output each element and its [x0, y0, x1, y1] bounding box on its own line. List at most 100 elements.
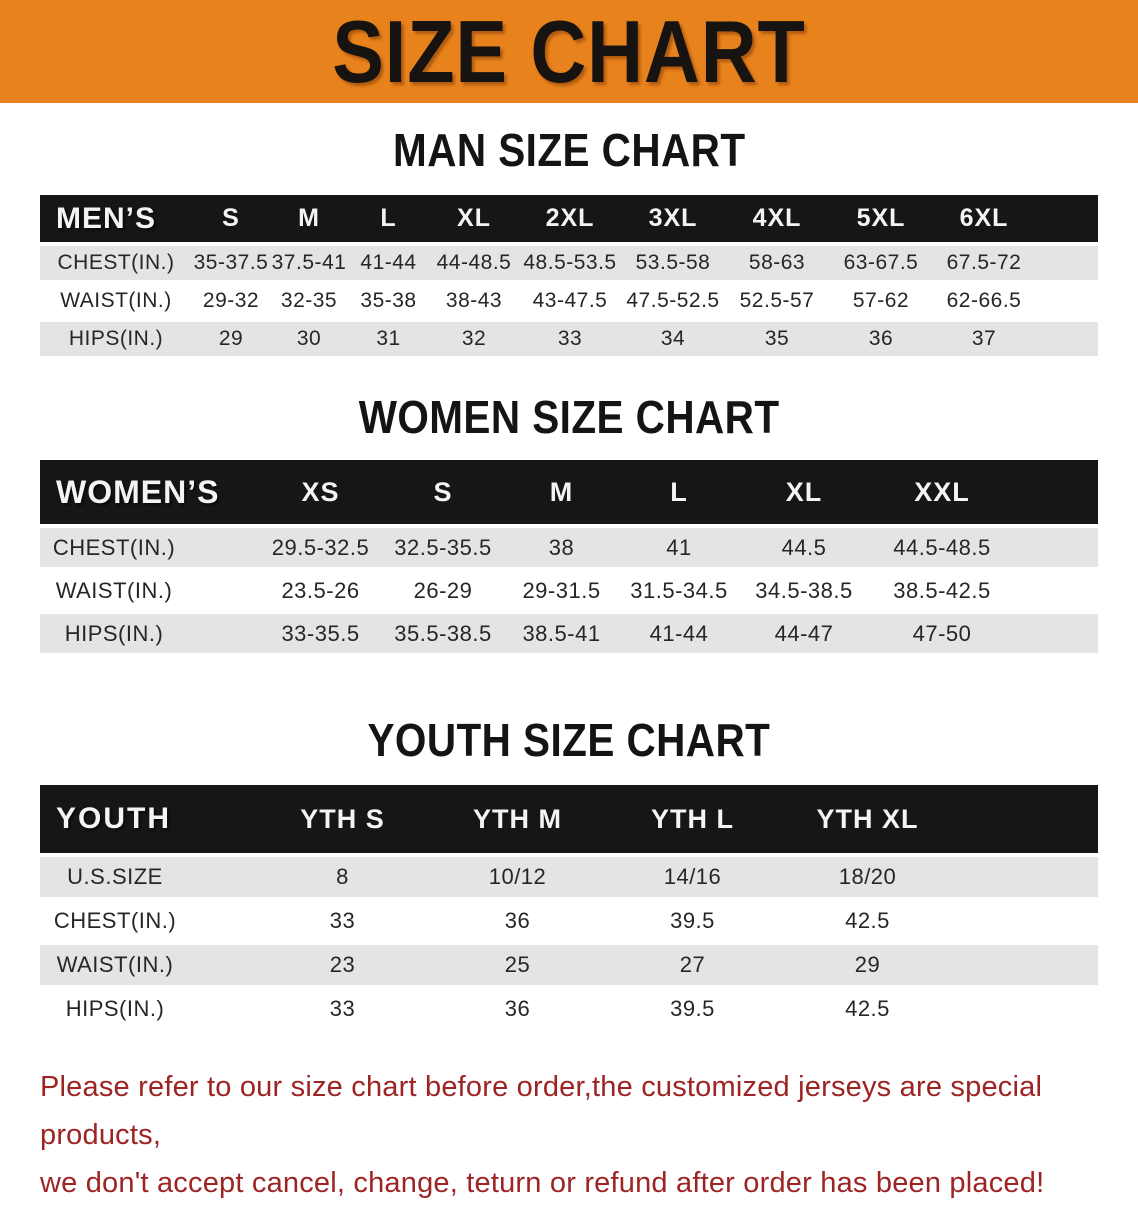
size-column-header: S [222, 204, 240, 232]
size-value-cell: 34.5-38.5 [755, 577, 853, 603]
table-header-row: WOMEN’S XS S M L XL XXL [40, 460, 1098, 524]
measurement-row: WAIST(IN.) 23.5-26 26-29 29-31.5 31.5-34.5 34… [40, 571, 1098, 610]
spacer-cell [1014, 571, 1098, 610]
size-value-cell: 35 [764, 327, 790, 350]
size-column-header: 3XL [648, 204, 698, 232]
size-value-cell: 23.5-26 [281, 577, 360, 603]
size-value-cell: 47-50 [912, 620, 972, 646]
youth-section-heading: YOUTH SIZE CHART [0, 715, 1138, 765]
size-value-cell: 39.5 [670, 996, 715, 1021]
spacer-cell [1014, 460, 1098, 524]
measurement-row: HIPS(IN.) 33-35.5 35.5-38.5 38.5-41 41-44 44-… [40, 614, 1098, 653]
size-value-cell: 57-62 [852, 289, 910, 312]
spacer-cell [190, 945, 255, 985]
measurement-row: WAIST(IN.) 29-32 32-35 35-38 38-43 43-47.5 47.… [40, 284, 1098, 318]
size-value-cell: 37 [971, 327, 997, 350]
size-value-cell: 44.5-48.5 [893, 534, 991, 560]
measurement-row-label: WAIST(IN.) [60, 289, 172, 312]
size-column-header: 5XL [856, 204, 906, 232]
size-value-cell: 48.5-53.5 [523, 251, 617, 274]
men-section-heading-text: MAN SIZE CHART [392, 124, 746, 176]
footer-disclaimer: Please refer to our size chart before or… [40, 1063, 1118, 1207]
measurement-row-label: HIPS(IN.) [65, 996, 165, 1021]
size-chart-banner: SIZE CHART [0, 0, 1138, 103]
size-column-header: XS [301, 476, 340, 507]
spacer-cell [955, 901, 1098, 941]
measurement-row: U.S.SIZE 8 10/12 14/16 18/20 [40, 857, 1098, 897]
measurement-row: CHEST(IN.) 35-37.5 37.5-41 41-44 44-48.5 48.5… [40, 246, 1098, 280]
size-value-cell: 44.5 [781, 534, 827, 560]
men-section-heading: MAN SIZE CHART [0, 125, 1138, 175]
spacer-cell [190, 901, 255, 941]
size-value-cell: 36 [504, 996, 531, 1021]
size-value-cell: 37.5-41 [271, 251, 347, 274]
measurement-row: HIPS(IN.) 33 36 39.5 42.5 [40, 989, 1098, 1029]
measurement-row-label: CHEST(IN.) [57, 251, 175, 274]
spacer-cell [955, 945, 1098, 985]
size-column-header: 4XL [752, 204, 802, 232]
size-column-header: M [298, 204, 320, 232]
size-value-cell: 42.5 [845, 908, 890, 933]
size-value-cell: 36 [504, 908, 531, 933]
size-value-cell: 38.5-41 [522, 620, 601, 646]
size-value-cell: 26-29 [413, 577, 473, 603]
spacer-cell [190, 989, 255, 1029]
size-value-cell: 52.5-57 [739, 289, 815, 312]
size-value-cell: 32-35 [280, 289, 338, 312]
size-value-cell: 35.5-38.5 [394, 620, 492, 646]
size-value-cell: 39.5 [670, 908, 715, 933]
size-value-cell: 29.5-32.5 [271, 534, 370, 560]
women-size-table: WOMEN’S XS S M L XL XXL CHEST(IN.) 29.5-32.5 32.… [40, 456, 1098, 657]
measurement-row-label: CHEST(IN.) [52, 534, 176, 560]
size-value-cell: 62-66.5 [946, 289, 1022, 312]
size-column-header: 6XL [959, 204, 1009, 232]
size-value-cell: 14/16 [663, 864, 722, 889]
size-value-cell: 38 [548, 534, 575, 560]
size-value-cell: 58-63 [748, 251, 806, 274]
spacer-cell [1014, 614, 1098, 653]
size-value-cell: 27 [679, 952, 706, 977]
size-value-cell: 41-44 [360, 251, 417, 274]
size-value-cell: 33 [329, 908, 356, 933]
size-value-cell: 32.5-35.5 [394, 534, 492, 560]
size-value-cell: 31 [376, 327, 401, 350]
size-value-cell: 35-38 [360, 289, 417, 312]
measurement-row: CHEST(IN.) 29.5-32.5 32.5-35.5 38 41 44.5 44.5… [40, 528, 1098, 567]
size-column-header: 2XL [545, 204, 595, 232]
youth-size-table: YOUTH YTH S YTH M YTH L YTH XL U.S.SIZE 8 10/1… [40, 781, 1098, 1033]
table-header-row: YOUTH YTH S YTH M YTH L YTH XL [40, 785, 1098, 853]
size-value-cell: 10/12 [488, 864, 547, 889]
size-value-cell: 41-44 [649, 620, 709, 646]
size-value-cell: 47.5-52.5 [626, 289, 720, 312]
women-section-heading: WOMEN SIZE CHART [0, 392, 1138, 442]
measurement-row-label: HIPS(IN.) [68, 327, 164, 350]
table-group-label: YOUTH [56, 802, 171, 835]
size-value-cell: 63-67.5 [843, 251, 919, 274]
footer-disclaimer-line1: Please refer to our size chart before or… [40, 1071, 1043, 1151]
size-value-cell: 33 [329, 996, 356, 1021]
size-value-cell: 67.5-72 [946, 251, 1022, 274]
size-value-cell: 36 [868, 327, 894, 350]
size-value-cell: 25 [504, 952, 531, 977]
banner-title: SIZE CHART [332, 2, 806, 101]
size-value-cell: 31.5-34.5 [630, 577, 728, 603]
spacer-cell [955, 857, 1098, 897]
size-column-header: YTH S [300, 803, 385, 834]
size-value-cell: 33 [557, 327, 583, 350]
size-value-cell: 44-47 [774, 620, 834, 646]
measurement-row-label: WAIST(IN.) [55, 577, 173, 603]
spacer-cell [1014, 528, 1098, 567]
table-group-label: WOMEN’S [56, 473, 220, 510]
size-column-header: L [670, 476, 688, 507]
measurement-row: CHEST(IN.) 33 36 39.5 42.5 [40, 901, 1098, 941]
size-value-cell: 34 [660, 327, 686, 350]
size-column-header: XXL [914, 476, 970, 507]
size-value-cell: 8 [336, 864, 349, 889]
spacer-cell [1035, 284, 1098, 318]
size-value-cell: 43-47.5 [532, 289, 608, 312]
size-value-cell: 42.5 [845, 996, 890, 1021]
youth-section-heading-text: YOUTH SIZE CHART [367, 714, 771, 766]
footer-disclaimer-line2: we don't accept cancel, change, teturn o… [40, 1167, 1045, 1199]
size-value-cell: 38-43 [445, 289, 503, 312]
spacer-cell [1035, 246, 1098, 280]
